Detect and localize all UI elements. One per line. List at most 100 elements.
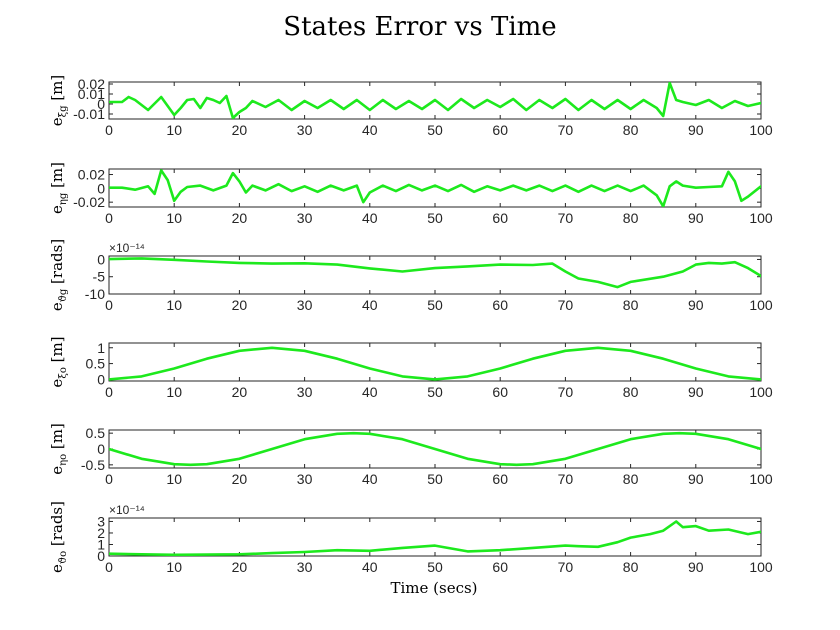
x-tick-label: 50 [427, 384, 443, 400]
x-tick-label: 40 [362, 384, 378, 400]
x-tick-label: 0 [105, 559, 113, 575]
x-tick-label: 80 [623, 384, 639, 400]
x-tick-label: 0 [105, 122, 113, 138]
y-axis-label-main: e [48, 302, 66, 311]
x-tick-label: 80 [623, 297, 639, 313]
series-line [109, 346, 761, 381]
x-tick-label: 60 [492, 559, 508, 575]
y-tick-label: -0.02 [73, 194, 105, 210]
subplot-3: 0 10 20 30 40 50 60 70 80 90 100 0 -5-10 ×10⁻¹⁴ eϑg [r… [48, 239, 773, 313]
y-tick-label: 1 [97, 340, 105, 356]
y-axis-label: eϑg [rads] [48, 239, 69, 311]
x-tick-label: 50 [427, 297, 443, 313]
x-tick-label: 40 [362, 210, 378, 226]
x-tick-label: 20 [232, 297, 248, 313]
x-tick-label: 60 [492, 122, 508, 138]
x-tick-label: 10 [166, 384, 182, 400]
y-axis-label: eξo [m] [48, 336, 69, 387]
y-tick-label: 0 [97, 251, 105, 267]
x-tick-label: 90 [688, 122, 704, 138]
subplot-stack: 0 10 20 30 40 50 60 70 80 90 1000.020.010-0.01eξg … [48, 75, 773, 575]
y-axis-label-unit: [m] [48, 162, 66, 193]
axes-box [108, 517, 762, 557]
y-axis-label: eηg [m] [48, 162, 69, 214]
y-axis-label-main: e [48, 466, 66, 475]
x-tick-label: 10 [166, 559, 182, 575]
x-tick-label: 60 [492, 297, 508, 313]
y-axis-label-unit: [m] [48, 336, 66, 367]
x-tick-label: 0 [105, 384, 113, 400]
y-axis-label: eϑo [rads] [48, 501, 69, 573]
x-tick-label: 60 [492, 471, 508, 487]
x-tick-label: 10 [166, 471, 182, 487]
y-axis-label-main: e [48, 205, 66, 214]
y-tick-label: 0 [97, 96, 105, 112]
y-tick-label: 0 [97, 441, 105, 457]
x-tick-label: 40 [362, 471, 378, 487]
x-tick-label: 30 [297, 297, 313, 313]
x-tick-label: 80 [623, 471, 639, 487]
x-tick-label: 10 [166, 210, 182, 226]
x-tick-label: 0 [105, 210, 113, 226]
subplot-1: 0 10 20 30 40 50 60 70 80 90 1000.020.010-0.01eξg … [48, 75, 773, 138]
x-tick-label: 90 [688, 471, 704, 487]
x-tick-label: 70 [558, 210, 574, 226]
y-tick-label: -0.01 [73, 106, 105, 122]
y-axis-label-subscript: ηo [58, 454, 69, 466]
x-tick-label: 20 [232, 471, 248, 487]
figure-title: States Error vs Time [283, 12, 556, 42]
x-tick-label: 90 [688, 559, 704, 575]
y-tick-label: -5 [93, 269, 106, 285]
y-tick-label: -10 [85, 286, 105, 302]
series-line [109, 169, 761, 207]
y-tick-label: 0 [97, 180, 105, 196]
x-tick-label: 90 [688, 297, 704, 313]
y-tick-label: 3 [97, 513, 105, 529]
x-tick-label: 30 [297, 210, 313, 226]
x-tick-label: 20 [232, 210, 248, 226]
x-tick-label: 20 [232, 559, 248, 575]
x-tick-label: 20 [232, 384, 248, 400]
x-tick-label: 30 [297, 471, 313, 487]
x-tick-label: 70 [558, 297, 574, 313]
y-axis-label-main: e [48, 379, 66, 388]
y-axis-label-main: e [48, 564, 66, 573]
x-tick-label: 80 [623, 559, 639, 575]
y-axis-label-unit: [rads] [48, 501, 66, 551]
x-tick-label: 100 [749, 210, 773, 226]
x-tick-label: 70 [558, 471, 574, 487]
x-tick-label: 60 [492, 210, 508, 226]
x-tick-label: 0 [105, 297, 113, 313]
x-tick-label: 40 [362, 559, 378, 575]
x-tick-label: 100 [749, 297, 773, 313]
y-axis-label-subscript: ξg [58, 105, 69, 118]
y-axis-label-main: e [48, 117, 66, 126]
x-tick-label: 50 [427, 471, 443, 487]
y-tick-label: 0.01 [78, 86, 105, 102]
x-tick-label: 100 [749, 122, 773, 138]
series-line [109, 82, 761, 119]
y-tick-label: 0.02 [78, 167, 105, 183]
x-tick-label: 70 [558, 384, 574, 400]
x-tick-label: 80 [623, 122, 639, 138]
y-tick-label: 0.5 [86, 356, 106, 372]
y-tick-label: -0.5 [81, 457, 105, 473]
series-line [109, 257, 761, 289]
y-axis-label-subscript: ϑo [58, 551, 69, 564]
x-tick-label: 30 [297, 122, 313, 138]
x-tick-label: 100 [749, 384, 773, 400]
x-axis-label: Time (secs) [390, 579, 477, 597]
y-exponent-label: ×10⁻¹⁴ [109, 503, 145, 517]
x-tick-label: 30 [297, 559, 313, 575]
x-tick-label: 50 [427, 210, 443, 226]
x-tick-label: 10 [166, 297, 182, 313]
series-line [109, 431, 761, 467]
y-tick-label: 2 [97, 525, 105, 541]
y-axis-label-subscript: ϑg [58, 288, 69, 302]
y-axis-label-unit: [m] [48, 423, 66, 454]
x-tick-label: 100 [749, 471, 773, 487]
y-tick-label: 0.02 [78, 76, 105, 92]
